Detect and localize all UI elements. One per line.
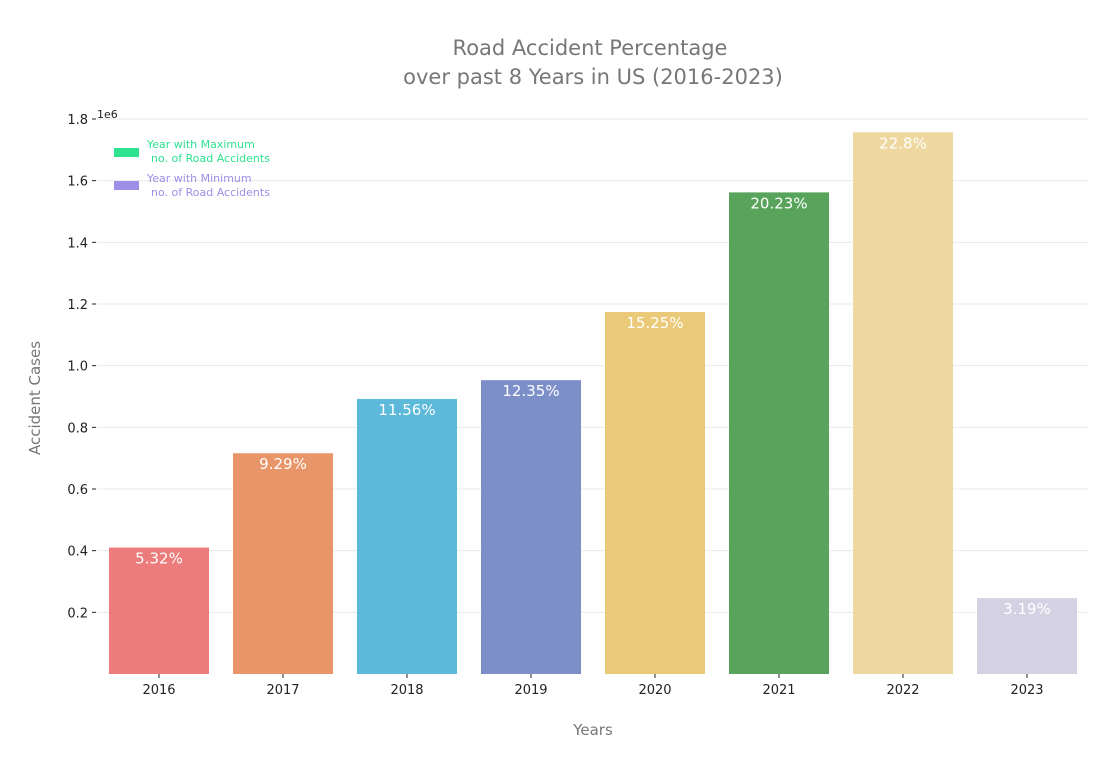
y-axis-ticks: 0.2 0.4 0.6 0.8 1.0 1.2 1.4 1.6 1.8 [67, 113, 96, 621]
bar-2017 [233, 453, 333, 674]
y-tick-label: 0.8 [67, 421, 88, 436]
x-tick-label: 2021 [762, 683, 795, 698]
y-tick-label: 0.6 [67, 483, 88, 498]
legend-label-minimum-line1: Year with Minimum [146, 172, 252, 185]
x-axis-label: Years [572, 721, 613, 739]
x-tick-label: 2023 [1010, 683, 1043, 698]
x-tick-label: 2022 [886, 683, 919, 698]
bar-2023 [977, 598, 1077, 674]
y-tick-label: 0.4 [67, 545, 88, 560]
x-tick-label: 2018 [390, 683, 423, 698]
bar-2021 [729, 192, 829, 674]
y-tick-label: 0.2 [67, 606, 88, 621]
bar-2018 [357, 398, 457, 674]
bar-percent-label: 15.25% [626, 314, 683, 332]
bar-percent-label: 12.35% [502, 382, 559, 400]
legend-label-maximum-line2: no. of Road Accidents [151, 152, 270, 165]
y-axis-offset-label: 1e6 [97, 108, 118, 121]
x-tick-label: 2020 [638, 683, 671, 698]
bar-percent-label: 9.29% [259, 455, 307, 473]
bar-2016 [109, 547, 209, 674]
bar-percent-label: 20.23% [750, 194, 807, 212]
x-tick-label: 2017 [266, 683, 299, 698]
legend-swatch-minimum [114, 181, 139, 190]
x-axis-ticks: 2016 2017 2018 2019 2020 2021 2022 2023 [142, 674, 1044, 698]
bar-percent-label: 3.19% [1003, 600, 1051, 618]
y-axis-label: Accident Cases [26, 341, 44, 455]
x-tick-label: 2016 [142, 683, 175, 698]
y-tick-label: 1.8 [67, 113, 88, 128]
y-tick-label: 1.2 [67, 298, 88, 313]
y-tick-label: 1.0 [67, 360, 88, 375]
legend-swatch-maximum [114, 148, 139, 157]
bar-2022 [853, 132, 953, 675]
y-tick-label: 1.4 [67, 236, 88, 251]
chart-title-line2: over past 8 Years in US (2016-2023) [403, 65, 783, 89]
legend-item-maximum: Year with Maximum no. of Road Accidents [114, 138, 270, 165]
bar-2019 [481, 380, 581, 674]
legend-item-minimum: Year with Minimum no. of Road Accidents [114, 172, 270, 199]
bar-percent-label: 5.32% [135, 550, 183, 568]
bar-percent-label: 11.56% [378, 401, 435, 419]
chart-title-line1: Road Accident Percentage [453, 36, 728, 60]
legend-label-maximum-line1: Year with Maximum [146, 138, 255, 151]
legend-label-minimum-line2: no. of Road Accidents [151, 186, 270, 199]
legend: Year with Maximum no. of Road Accidents … [114, 138, 270, 199]
bars: 5.32% 9.29% 11.56% 12.35% 15.25% 20.23% 22.8% 3… [109, 132, 1077, 675]
bar-percent-label: 22.8% [879, 134, 927, 152]
bar-2020 [605, 312, 705, 674]
x-tick-label: 2019 [514, 683, 547, 698]
y-tick-label: 1.6 [67, 175, 88, 190]
